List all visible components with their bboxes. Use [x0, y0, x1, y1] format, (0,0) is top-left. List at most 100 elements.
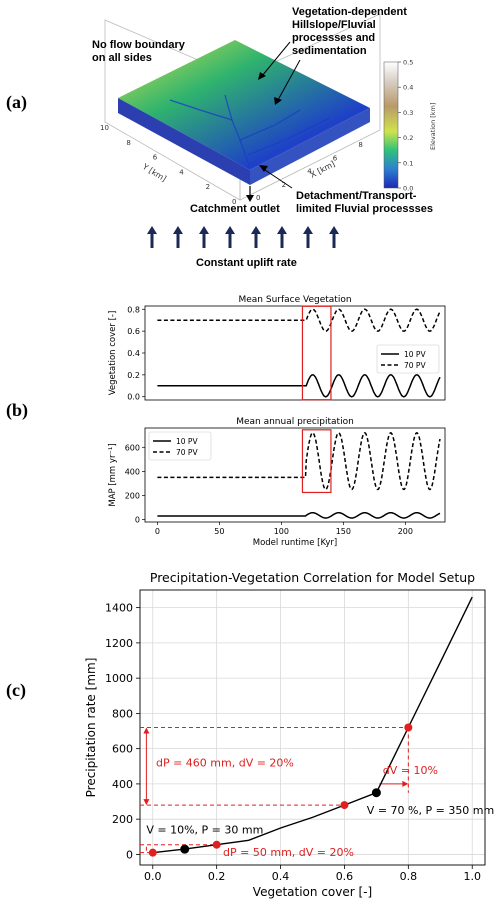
- annotation-right-point: V = 70 %, P = 350 mm: [367, 804, 494, 817]
- y-tick-label: 0: [232, 198, 236, 206]
- red-point: [340, 801, 349, 810]
- correlation-line: [152, 596, 473, 854]
- y-axis-ticks: 0 2 4 6 8 10: [100, 124, 236, 206]
- timeseries-figure: Mean Surface Vegetation 0.0 0.2 0.4 0.6 0.8 Ve…: [108, 295, 446, 548]
- x-tick-label: 0.6: [336, 870, 354, 883]
- annotation-low-delta: dP = 50 mm, dV = 20%: [223, 846, 354, 859]
- precipitation-plot: Mean annual precipitation 0 200 400 600 MAP […: [108, 417, 446, 548]
- plot-title: Mean annual precipitation: [236, 417, 354, 427]
- legend-box: [376, 344, 440, 374]
- y-tick-label: 400: [112, 778, 133, 791]
- colorbar-tick-label: 0.0: [403, 185, 413, 193]
- outlet-annotation: Catchment outlet: [190, 203, 280, 215]
- y-tick-label: 0.6: [127, 327, 140, 336]
- legend-label: 10 PV: [404, 350, 426, 359]
- x-tick-label: 150: [336, 527, 351, 536]
- y-tick-label: 0.4: [127, 349, 140, 358]
- annotation-left-point: V = 10%, P = 30 mm: [146, 823, 263, 836]
- colorbar-tick-label: 0.4: [403, 84, 413, 92]
- uplift-arrow-head: [225, 226, 235, 234]
- red-point: [404, 723, 413, 732]
- dv-arrowhead: [402, 780, 409, 787]
- y-tick-label: 6: [153, 154, 158, 162]
- colorbar-tick-label: 0.3: [403, 109, 413, 117]
- uplift-arrow-head: [303, 226, 313, 234]
- y-tick-label: 8: [126, 139, 130, 147]
- series-line: [157, 374, 441, 398]
- pointer-vegetation: [261, 41, 291, 77]
- y-tick-label: 0: [135, 516, 140, 525]
- y-tick-label: 4: [179, 168, 184, 176]
- uplift-arrow-head: [173, 226, 183, 234]
- y-tick-label: 600: [125, 443, 140, 452]
- uplift-annotation: Constant uplift rate: [196, 257, 297, 269]
- correlation-figure: Precipitation-Vegetation Correlation for…: [84, 570, 494, 899]
- x-tick-label: 1.0: [463, 870, 481, 883]
- x-tick-label: 0: [155, 527, 160, 536]
- legend-label: 70 PV: [176, 448, 198, 457]
- y-tick-label: 600: [112, 743, 133, 756]
- y-axis-label: Vegetation cover [-]: [108, 311, 118, 396]
- y-tick-label: 0.8: [127, 305, 140, 314]
- colorbar-tick-label: 0.2: [403, 134, 413, 142]
- black-point: [180, 844, 190, 854]
- pointer-detachment-head: [259, 165, 268, 172]
- series-line: [157, 308, 441, 332]
- y-axis-label: Y [km]: [140, 162, 168, 184]
- pointer-vegetation-2-head: [274, 97, 282, 105]
- colorbar-tick-label: 0.5: [403, 59, 413, 67]
- panel-label-a: (a): [6, 92, 27, 112]
- legend-box: [148, 431, 212, 461]
- vegetation-annotation: Vegetation-dependent Hillslope/Fluvial p…: [292, 6, 407, 57]
- y-axis-label: MAP [mm yr⁻¹]: [108, 443, 118, 506]
- legend-label: 10 PV: [176, 437, 198, 446]
- x-tick-label: 50: [214, 527, 224, 536]
- x-tick-label: 100: [274, 527, 289, 536]
- x-axis-label: Model runtime [Kyr]: [253, 538, 338, 548]
- correlation-plot: Precipitation-Vegetation Correlation for…: [84, 570, 494, 899]
- y-tick-label: 0.0: [127, 393, 140, 402]
- y-tick-label: 1400: [105, 602, 133, 615]
- dp-high-arrowhead-bottom: [143, 799, 150, 806]
- series-line: [157, 432, 441, 491]
- y-tick-label: 2: [206, 183, 210, 191]
- y-tick-label: 10: [100, 124, 109, 132]
- x-tick-label: 200: [398, 527, 413, 536]
- x-tick-label: 6: [333, 154, 338, 162]
- x-tick-label: 0: [256, 194, 260, 202]
- y-tick-label: 800: [112, 707, 133, 720]
- legend-label: 70 PV: [404, 361, 426, 370]
- drainage-network: [169, 94, 331, 169]
- plot-title: Precipitation-Vegetation Correlation for…: [150, 570, 475, 585]
- no-flow-annotation: No flow boundary on all sides: [92, 39, 185, 64]
- y-tick-label: 1000: [105, 672, 133, 685]
- uplift-arrow-head: [277, 226, 287, 234]
- x-tick-label: 4: [307, 168, 312, 176]
- series-line: [157, 511, 441, 519]
- y-tick-label: 400: [125, 467, 140, 476]
- x-tick-label: 8: [358, 141, 362, 149]
- black-point: [371, 788, 381, 798]
- uplift-arrow-head: [147, 226, 157, 234]
- y-tick-label: 0: [126, 848, 133, 861]
- pointer-vegetation-2: [277, 59, 301, 101]
- pointer-vegetation-head: [258, 72, 266, 80]
- y-axis-label: Precipitation rate [mm]: [84, 658, 98, 798]
- x-tick-label: 0.2: [208, 870, 226, 883]
- outlet-arrowhead: [246, 195, 254, 202]
- colorbar-tick-label: 0.1: [403, 159, 413, 167]
- plot-title: Mean Surface Vegetation: [238, 295, 351, 305]
- terrain-surface: [118, 40, 370, 170]
- highlight-box: [301, 429, 332, 494]
- x-tick-label: 0.8: [400, 870, 418, 883]
- highlight-box: [301, 305, 332, 401]
- red-point: [212, 840, 221, 849]
- uplift-arrow-head: [329, 226, 339, 234]
- x-tick-label: 2: [282, 181, 286, 189]
- annotation-dv: dV = 10%: [383, 764, 438, 777]
- x-axis-label: Vegetation cover [-]: [253, 885, 372, 899]
- terrain-side-right: [250, 108, 370, 185]
- colorbar: [383, 61, 399, 189]
- terrain-side-left: [118, 98, 250, 185]
